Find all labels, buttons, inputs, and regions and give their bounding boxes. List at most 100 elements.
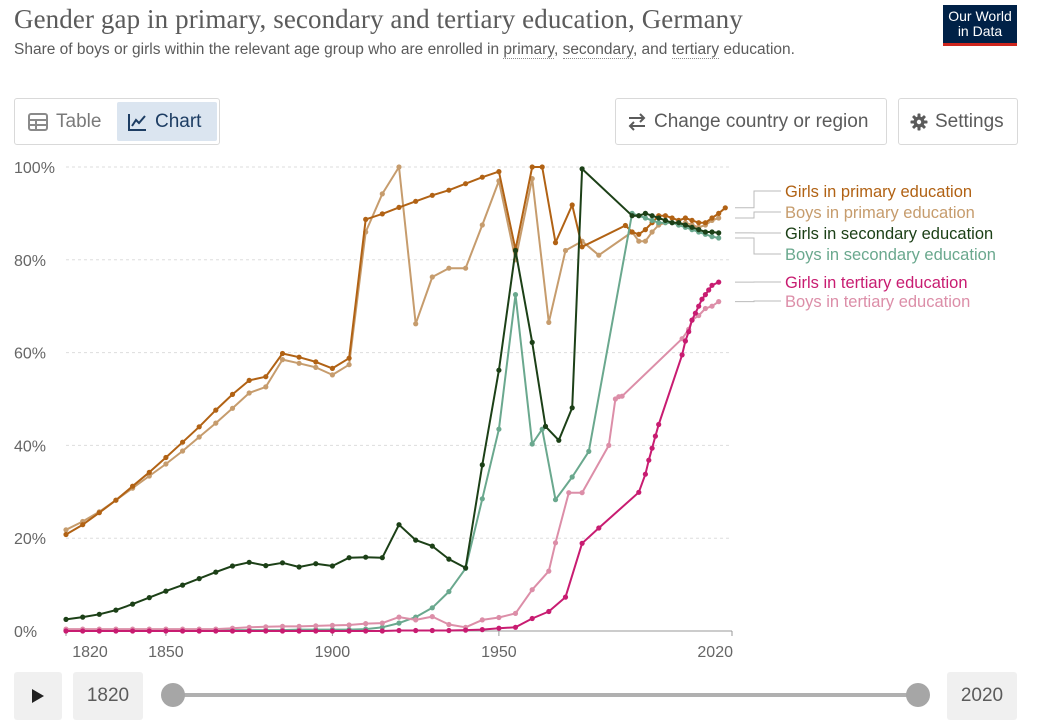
chart-subtitle: Share of boys or girls within the releva… [14, 39, 874, 60]
timeline: 1820 2020 [0, 670, 1055, 720]
data-point [329, 628, 335, 634]
y-tick-label: 80% [14, 253, 46, 270]
data-point [512, 247, 519, 254]
data-point [529, 587, 535, 593]
data-point [463, 181, 469, 187]
data-point [146, 628, 152, 634]
data-point [529, 441, 535, 447]
data-point [180, 448, 186, 454]
data-point [296, 354, 302, 360]
data-point [699, 296, 705, 302]
timeline-start-handle[interactable] [161, 683, 185, 707]
grid [66, 166, 732, 539]
data-point [296, 564, 302, 570]
x-tick-label: 1900 [315, 644, 351, 661]
data-point [396, 614, 402, 620]
data-point [682, 215, 689, 221]
timeline-start-year[interactable]: 1820 [73, 672, 143, 720]
data-point [649, 213, 655, 219]
data-point [313, 628, 319, 634]
data-point [379, 628, 385, 634]
data-point [413, 627, 419, 634]
owid-logo[interactable]: Our World in Data [943, 5, 1017, 46]
series [63, 164, 728, 634]
data-point [479, 496, 485, 502]
legend: Girls in primary education Boys in primar… [735, 183, 996, 311]
data-point [146, 595, 152, 601]
data-point [63, 527, 69, 533]
data-point [429, 543, 435, 549]
timeline-end-handle[interactable] [906, 683, 930, 707]
data-point [196, 424, 202, 430]
data-point [569, 405, 575, 411]
data-point [279, 628, 286, 634]
data-point [689, 217, 695, 223]
data-point [463, 265, 469, 271]
data-point [429, 605, 435, 611]
logo-line-2: in Data [957, 23, 1003, 39]
change-country-button[interactable]: Change country or region [615, 98, 887, 145]
play-button[interactable] [14, 672, 62, 720]
data-point [346, 555, 352, 561]
data-point [246, 624, 252, 630]
data-point [329, 365, 335, 371]
data-point [629, 229, 635, 235]
primary-link[interactable]: primary [503, 41, 554, 59]
data-point [649, 229, 655, 235]
tertiary-link[interactable]: tertiary [671, 41, 720, 59]
logo-line-1: Our World [948, 8, 1012, 24]
data-point [396, 164, 402, 170]
data-point [63, 628, 69, 634]
secondary-link[interactable]: secondary [562, 41, 633, 59]
timeline-end-year[interactable]: 2020 [947, 672, 1017, 720]
data-point [446, 556, 452, 562]
data-point [379, 620, 385, 626]
data-point [196, 628, 202, 634]
data-point [329, 372, 335, 378]
series-girls-in-secondary-education [63, 166, 722, 623]
data-point [496, 625, 502, 631]
data-point [113, 497, 119, 503]
legend-entry: Boys in tertiary education [735, 293, 970, 311]
data-point [496, 614, 502, 621]
timeline-track[interactable] [173, 693, 918, 697]
data-point [263, 374, 269, 380]
data-point [682, 338, 689, 344]
legend-label: Girls in tertiary education [785, 274, 968, 292]
data-point [716, 235, 722, 241]
data-point [96, 510, 102, 516]
play-icon [32, 689, 44, 703]
data-point [279, 623, 286, 630]
data-point [716, 210, 722, 216]
data-point [263, 624, 269, 630]
data-point [529, 339, 535, 345]
data-point [689, 224, 695, 230]
legend-label: Boys in secondary education [785, 246, 996, 264]
data-point [246, 390, 252, 396]
data-point [606, 442, 612, 448]
axes: 0% 20% 40% 60% 80% 100% 1820 1850 1900 1950 2020 [14, 160, 733, 661]
data-point [696, 220, 702, 226]
settings-button[interactable]: Settings [898, 98, 1018, 145]
data-point [346, 355, 352, 361]
tab-chart[interactable]: Chart [117, 102, 217, 141]
legend-entry: Boys in primary education [735, 204, 975, 222]
data-point [396, 620, 402, 626]
data-point [413, 198, 419, 204]
data-point [636, 231, 642, 237]
tab-table[interactable]: Table [19, 102, 115, 141]
data-point [346, 628, 352, 634]
data-point [642, 215, 649, 221]
data-point [662, 213, 669, 219]
data-point [569, 202, 575, 208]
subtitle-sep-1: , [553, 41, 563, 58]
data-point [229, 628, 236, 634]
data-point [363, 621, 369, 627]
data-point [702, 292, 709, 298]
subtitle-end: education. [719, 41, 795, 58]
data-point [63, 531, 69, 538]
legend-label: Boys in tertiary education [785, 293, 970, 311]
data-point [669, 220, 675, 226]
data-point [619, 393, 625, 399]
data-point [229, 391, 236, 397]
